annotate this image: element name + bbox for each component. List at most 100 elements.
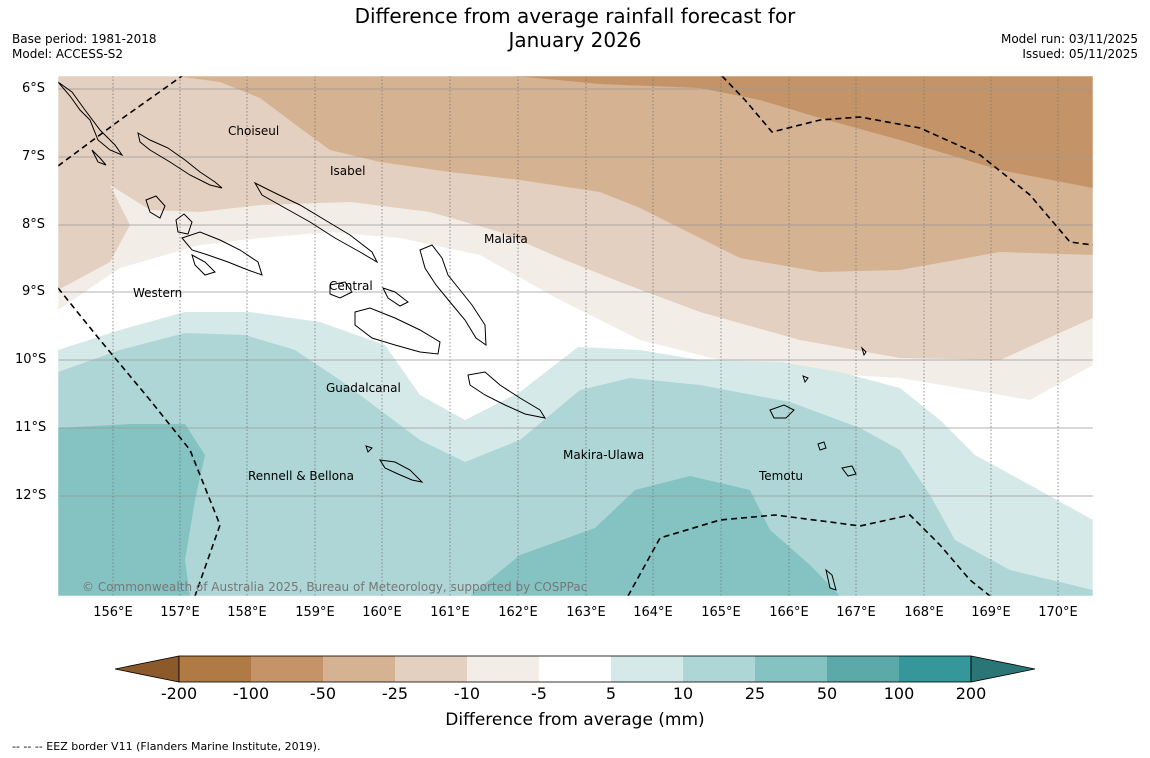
bougainville-island <box>58 81 124 157</box>
colorbar-swatch-6 <box>539 656 611 682</box>
region-label-makira-ulawa: Makira-Ulawa <box>563 448 645 462</box>
colorbar-swatch-4 <box>395 656 467 682</box>
coastlines <box>58 81 867 591</box>
lon-label: 169°E <box>971 605 1011 620</box>
contour-band-plus25-south <box>470 476 840 596</box>
model-info: Base period: 1981-2018 Model: ACCESS-S2 <box>12 32 157 62</box>
lon-label: 162°E <box>498 605 538 620</box>
vanuatu-torres-islands <box>825 568 837 591</box>
colorbar-swatch-8 <box>683 656 755 682</box>
eez-border-png-south <box>58 287 221 596</box>
colorbar-outline <box>178 655 972 683</box>
region-label-isabel: Isabel <box>330 164 366 178</box>
colorbar-tick: -25 <box>381 684 409 703</box>
colorbar-tick: -50 <box>309 684 337 703</box>
lon-label: 163°E <box>566 605 606 620</box>
contour-band-plus10 <box>58 333 1093 596</box>
eez-border-vanuatu <box>627 514 991 596</box>
colorbar-tick: 25 <box>744 684 766 703</box>
colorbar-tick: 5 <box>605 684 617 703</box>
rainfall-contours <box>58 76 1093 596</box>
region-label-malaita: Malaita <box>484 232 528 246</box>
russell-islands <box>382 287 409 307</box>
contour-band-plus25-west <box>58 424 205 596</box>
chart-title: Difference from average rainfall forecas… <box>0 4 1150 52</box>
lon-label: 164°E <box>633 605 673 620</box>
lon-label: 167°E <box>836 605 876 620</box>
lat-label: 8°S <box>22 217 46 232</box>
region-label-rennell-bellona: Rennell & Bellona <box>248 469 355 483</box>
vella-lavella-island <box>145 195 166 219</box>
colorbar <box>114 655 1036 683</box>
colorbar-swatch-7 <box>611 656 683 682</box>
run-info: Model run: 03/11/2025 Issued: 05/11/2025 <box>1001 32 1138 62</box>
lon-label: 158°E <box>227 605 267 620</box>
lon-label: 165°E <box>701 605 741 620</box>
eez-footnote: -- -- -- EEZ border V11 (Flanders Marine… <box>12 740 321 753</box>
colorbar-title: Difference from average (mm) <box>445 710 705 730</box>
colorbar-tick: 100 <box>883 684 915 703</box>
vanikoro-island <box>841 465 857 477</box>
region-label-temotu: Temotu <box>759 469 804 483</box>
colorbar-extend-low <box>114 655 180 683</box>
contour-band-minus50 <box>515 76 1093 188</box>
colorbar-swatch-9 <box>755 656 827 682</box>
colorbar-swatch-3 <box>323 656 395 682</box>
colorbar-extend-high <box>970 655 1036 683</box>
new-georgia-island <box>181 231 263 276</box>
choiseul-island <box>137 131 223 189</box>
colorbar-tick: 10 <box>672 684 694 703</box>
model-name: Model: ACCESS-S2 <box>12 47 124 61</box>
colorbar-swatch-1 <box>179 656 251 682</box>
eez-border-png-north <box>58 76 183 167</box>
lat-label: 6°S <box>22 81 46 96</box>
lon-label: 160°E <box>362 605 402 620</box>
copyright-notice: © Commonwealth of Australia 2025, Bureau… <box>82 580 588 594</box>
makira-island <box>467 371 547 419</box>
rendova-island <box>191 253 216 276</box>
issued-date: Issued: 05/11/2025 <box>1022 47 1138 61</box>
base-period: Base period: 1981-2018 <box>12 32 157 46</box>
lon-label: 166°E <box>769 605 809 620</box>
reef-islet <box>860 346 867 357</box>
colorbar-tick: -200 <box>160 684 198 703</box>
lon-label: 157°E <box>160 605 200 620</box>
lat-label: 10°S <box>15 352 47 367</box>
lon-label: 170°E <box>1038 605 1078 620</box>
lon-label: 159°E <box>295 605 335 620</box>
utupua-island <box>817 441 827 451</box>
guadalcanal-island <box>354 307 441 355</box>
lon-label: 161°E <box>430 605 470 620</box>
region-label-guadalcanal: Guadalcanal <box>326 381 401 395</box>
rennell-island <box>379 459 424 483</box>
lat-label: 11°S <box>15 420 47 435</box>
model-run-date: Model run: 03/11/2025 <box>1000 32 1138 46</box>
colorbar-swatch-11 <box>899 656 971 682</box>
bellona-island <box>365 445 373 453</box>
colorbar-tick: 200 <box>955 684 987 703</box>
malaita-island <box>419 244 487 346</box>
latitude-gridlines <box>58 88 1093 497</box>
map-frame <box>57 75 1094 597</box>
nendo-island <box>769 404 795 419</box>
region-label-western: Western <box>133 286 183 300</box>
title-line-2: January 2026 <box>508 28 642 52</box>
duff-islands <box>802 375 809 384</box>
eez-borders <box>58 76 1093 596</box>
colorbar-tick: 50 <box>816 684 838 703</box>
isabel-island <box>253 181 379 264</box>
shortland-island <box>91 149 107 166</box>
lat-label: 9°S <box>22 284 46 299</box>
colorbar-tick: -10 <box>453 684 481 703</box>
lon-label: 168°E <box>904 605 944 620</box>
nggela-island <box>329 281 353 299</box>
colorbar-tick: -100 <box>232 684 270 703</box>
colorbar-tick: -5 <box>531 684 547 703</box>
lon-label: 156°E <box>93 605 133 620</box>
kolombangara-island <box>175 213 193 235</box>
longitude-gridlines <box>112 76 1059 596</box>
eez-border-tuvalu <box>721 76 1093 246</box>
colorbar-swatch-10 <box>827 656 899 682</box>
colorbar-swatch-2 <box>251 656 323 682</box>
